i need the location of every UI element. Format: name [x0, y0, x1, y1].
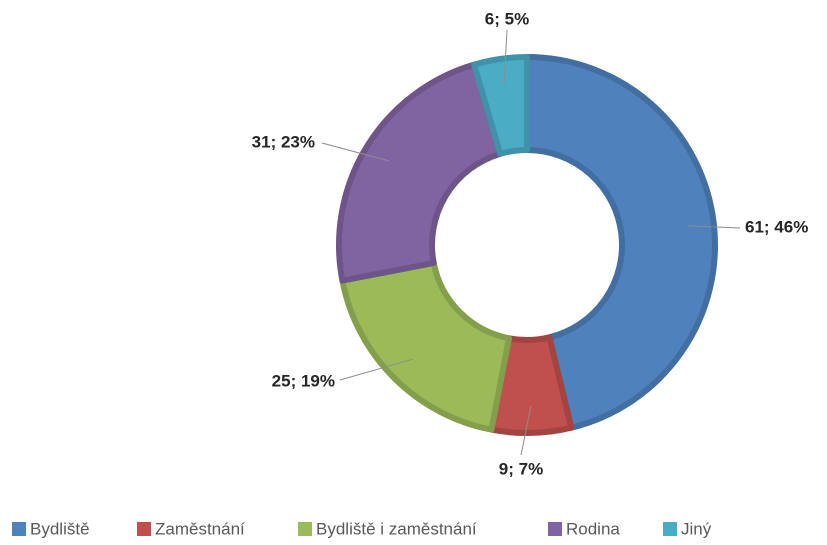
data-label: 31; 23%: [252, 132, 315, 151]
legend-label: Bydliště i zaměstnání: [316, 519, 477, 538]
leader-line: [321, 142, 390, 162]
leader-line: [687, 225, 741, 229]
data-label: 61; 46%: [745, 217, 808, 236]
leader-line: [520, 406, 532, 456]
legend-label: Bydliště: [30, 519, 90, 538]
legend-swatch: [663, 522, 677, 536]
leader-line: [339, 358, 413, 381]
legend-label: Zaměstnání: [155, 519, 245, 538]
leader-line: [503, 29, 508, 86]
legend-label: Jiný: [681, 519, 712, 538]
donut-segment: [524, 54, 719, 431]
data-label: 6; 5%: [485, 9, 529, 28]
data-label: 9; 7%: [499, 459, 543, 478]
legend-swatch: [12, 522, 26, 536]
donut-segment: [339, 259, 513, 433]
legend-swatch: [298, 522, 312, 536]
data-label: 25; 19%: [272, 371, 335, 390]
donut-segment: [471, 54, 530, 157]
legend-label: Rodina: [566, 519, 620, 538]
donut-segment: [336, 61, 504, 284]
legend-swatch: [137, 522, 151, 536]
legend-swatch: [548, 522, 562, 536]
